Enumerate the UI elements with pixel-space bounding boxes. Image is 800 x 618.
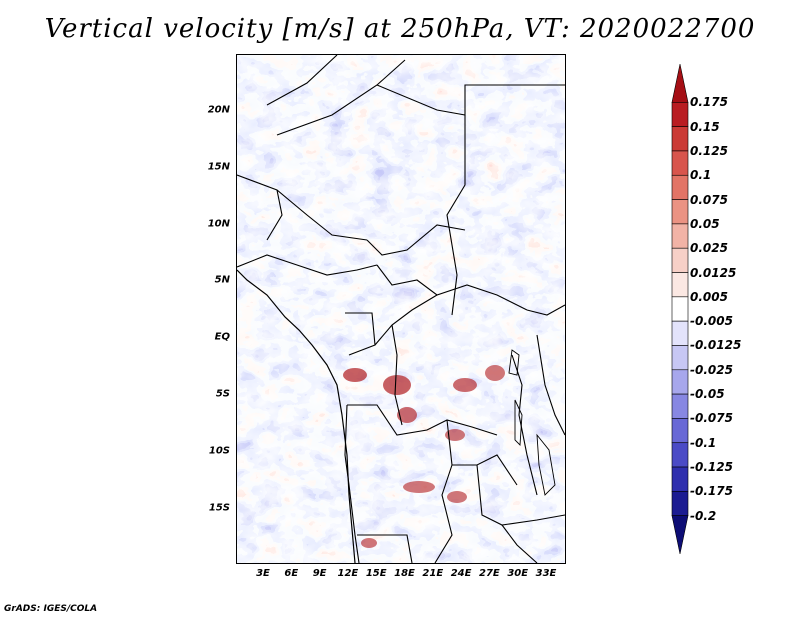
colorbar-swatch — [671, 126, 689, 152]
colorbar-swatch — [671, 223, 689, 249]
colorbar-swatch — [671, 174, 689, 200]
colorbar-label: -0.075 — [690, 411, 733, 426]
colorbar-swatch — [671, 199, 689, 225]
colorbar-swatch — [671, 418, 689, 444]
lat-tick-label: 5S — [215, 388, 230, 400]
lon-tick-label: 33E — [535, 568, 557, 579]
vertical-velocity-field — [237, 55, 565, 563]
colorbar-label: 0.05 — [690, 216, 720, 231]
map-panel — [236, 54, 566, 564]
lon-tick-label: 6E — [284, 568, 299, 579]
credit-text: GrADS: IGES/COLA — [4, 604, 98, 614]
strong-updraft-patches — [343, 365, 505, 548]
lon-tick-label: 21E — [422, 568, 444, 579]
colorbar-label: 0.125 — [690, 143, 728, 158]
colorbar-swatch — [671, 247, 689, 273]
colorbar-label: -0.005 — [690, 314, 733, 329]
lon-tick-label: 15E — [365, 568, 387, 579]
colorbar-swatch — [671, 150, 689, 176]
coastline — [237, 269, 356, 563]
colorbar-label: 0.005 — [690, 289, 728, 304]
colorbar-label: -0.025 — [690, 362, 733, 377]
colorbar-swatch — [671, 466, 689, 492]
colorbar-label: -0.1 — [690, 435, 717, 450]
colorbar-swatch — [671, 345, 689, 371]
lon-tick-label: 24E — [450, 568, 472, 579]
lat-tick-label: 15S — [208, 502, 230, 514]
lakes — [508, 349, 556, 496]
lat-tick-label: 15N — [207, 161, 230, 173]
lon-tick-label: 3E — [256, 568, 270, 579]
colorbar-swatch — [671, 491, 689, 516]
colorbar-swatch — [671, 320, 689, 346]
colorbar-label: -0.0125 — [690, 338, 742, 353]
colorbar-swatch — [671, 63, 689, 103]
colorbar-label: -0.125 — [690, 460, 733, 475]
lon-tick-label: 9E — [312, 568, 327, 579]
colorbar-label: -0.175 — [690, 484, 733, 499]
lat-tick-label: 5N — [214, 274, 230, 286]
lat-tick-label: EQ — [214, 331, 230, 343]
colorbar-label: -0.2 — [690, 508, 717, 523]
velocity-shading — [237, 55, 565, 563]
colorbar-label: 0.025 — [690, 241, 728, 256]
lon-tick-label: 30E — [507, 568, 529, 579]
colorbar-swatch — [671, 272, 689, 298]
colorbar-label: 0.0125 — [690, 265, 737, 280]
lat-tick-label: 20N — [207, 104, 230, 116]
colorbar-label: -0.05 — [690, 387, 725, 402]
colorbar-label: 0.15 — [690, 119, 720, 134]
chart-title: Vertical velocity [m/s] at 250hPa, VT: 2… — [44, 14, 756, 44]
lon-tick-label: 27E — [479, 568, 500, 579]
colorbar-label: 0.075 — [690, 192, 728, 207]
colorbar-swatch — [671, 515, 689, 555]
colorbar-swatch — [671, 296, 689, 322]
colorbar-swatch — [671, 442, 689, 468]
colorbar-swatch — [671, 393, 689, 419]
lon-tick-label: 18E — [394, 568, 415, 579]
colorbar-label: 0.175 — [690, 95, 728, 110]
colorbar-label: 0.1 — [690, 168, 712, 183]
lat-tick-label: 10S — [208, 445, 230, 457]
lon-tick-label: 12E — [337, 568, 359, 579]
lat-tick-label: 10N — [207, 218, 230, 230]
colorbar-swatch — [671, 102, 689, 127]
colorbar-swatch — [671, 369, 689, 395]
